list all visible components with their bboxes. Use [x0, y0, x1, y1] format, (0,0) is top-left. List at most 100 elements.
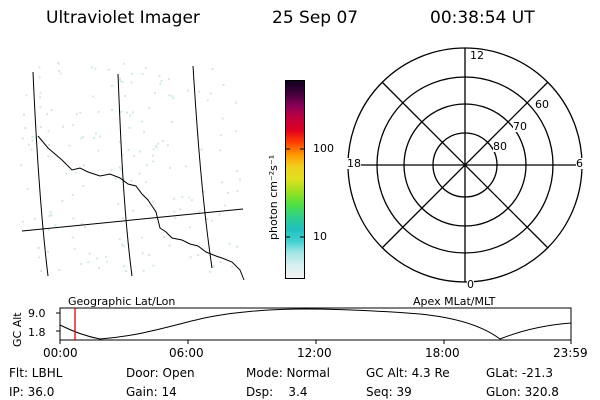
- speckle-dot: [121, 217, 124, 220]
- speckle-dot: [34, 136, 37, 139]
- speckle-dot: [23, 113, 25, 116]
- speckle-dot: [222, 84, 225, 86]
- speckle-dot: [122, 245, 125, 248]
- speckle-dot: [152, 148, 155, 151]
- speckle-dot: [145, 181, 148, 184]
- speckle-dot: [119, 77, 122, 80]
- meridian-line: [192, 65, 213, 269]
- speckle-dot: [172, 97, 175, 100]
- speckle-dot: [27, 143, 30, 146]
- speckle-dot: [157, 142, 160, 145]
- mlat-label-70: 70: [513, 120, 527, 133]
- speckle-dot: [227, 192, 230, 194]
- colorbar-tick-10: 10: [313, 230, 327, 243]
- speckle-dot: [118, 238, 121, 241]
- time-tick: 18:00: [425, 346, 460, 360]
- speckle-dot: [140, 120, 143, 123]
- auroral-speckle: [20, 62, 241, 273]
- speckle-dot: [73, 247, 76, 250]
- colorbar-tick-100: 100: [313, 142, 334, 155]
- speckle-dot: [200, 148, 203, 151]
- speckle-dot: [129, 114, 132, 117]
- altitude-curve: [59, 308, 572, 340]
- speckle-dot: [125, 111, 128, 114]
- color-scale-bar: [285, 80, 305, 279]
- speckle-dot: [110, 84, 113, 87]
- speckle-dot: [39, 106, 42, 109]
- speckle-dot: [125, 270, 128, 272]
- speckle-dot: [197, 90, 200, 93]
- speckle-dot: [37, 256, 40, 259]
- speckle-dot: [209, 270, 212, 273]
- speckle-dot: [219, 261, 222, 264]
- speckle-dot: [168, 244, 171, 247]
- status-glon: GLon: 320.8: [486, 385, 559, 399]
- speckle-dot: [97, 149, 100, 152]
- speckle-dot: [97, 110, 100, 113]
- speckle-dot: [72, 217, 75, 220]
- mlt-label-18: 18: [347, 157, 361, 170]
- speckle-dot: [80, 137, 83, 140]
- speckle-dot: [160, 80, 163, 83]
- speckle-dot: [20, 164, 22, 167]
- speckle-dot: [205, 218, 208, 221]
- speckle-dot: [154, 145, 157, 147]
- speckle-dot: [61, 125, 64, 128]
- speckle-dot: [187, 89, 190, 92]
- speckle-dot: [221, 117, 224, 120]
- speckle-dot: [181, 196, 184, 199]
- speckle-dot: [211, 68, 214, 71]
- speckle-dot: [82, 136, 85, 139]
- speckle-dot: [82, 164, 85, 167]
- speckle-dot: [54, 224, 57, 227]
- speckle-dot: [94, 67, 97, 70]
- speckle-dot: [123, 62, 126, 65]
- speckle-dot: [120, 110, 123, 113]
- speckle-dot: [30, 148, 33, 151]
- speckle-dot: [49, 210, 52, 213]
- app-title: Ultraviolet Imager: [46, 8, 200, 28]
- mlt-label-6: 6: [576, 157, 583, 170]
- speckle-dot: [38, 76, 41, 79]
- speckle-dot: [132, 111, 135, 114]
- time-tick: 23:59: [553, 346, 588, 360]
- speckle-dot: [130, 179, 133, 182]
- speckle-dot: [169, 166, 171, 169]
- speckle-dot: [162, 236, 165, 239]
- speckle-dot: [111, 108, 114, 111]
- speckle-dot: [71, 193, 74, 196]
- speckle-dot: [71, 236, 74, 239]
- time-tick: 12:00: [297, 346, 332, 360]
- speckle-dot: [143, 131, 146, 134]
- speckle-dot: [231, 265, 234, 268]
- status-gc-alt: GC Alt: 4.3 Re: [366, 366, 450, 380]
- speckle-dot: [95, 132, 98, 135]
- speckle-dot: [236, 189, 239, 192]
- speckle-dot: [223, 204, 226, 207]
- speckle-dot: [219, 149, 222, 152]
- speckle-dot: [50, 109, 53, 111]
- time-tick: 00:00: [43, 346, 78, 360]
- speckle-dot: [33, 217, 36, 220]
- speckle-dot: [40, 270, 43, 272]
- status-ip: IP: 36.0: [9, 385, 55, 399]
- speckle-dot: [133, 155, 135, 158]
- speckle-dot: [74, 171, 77, 174]
- date-label: 25 Sep 07: [272, 8, 359, 28]
- speckle-dot: [48, 228, 51, 231]
- speckle-dot: [161, 139, 164, 142]
- speckle-dot: [148, 253, 151, 256]
- speckle-dot: [184, 165, 187, 168]
- speckle-dot: [221, 181, 224, 184]
- meridian-line: [32, 71, 49, 277]
- speckle-dot: [130, 81, 133, 84]
- speckle-dot: [155, 146, 158, 149]
- speckle-dot: [132, 209, 134, 212]
- status-filter: Flt: LBHL: [9, 366, 63, 380]
- speckle-dot: [166, 144, 169, 147]
- speckle-dot: [65, 172, 67, 175]
- speckle-dot: [235, 170, 238, 172]
- speckle-dot: [47, 155, 50, 158]
- speckle-dot: [24, 127, 27, 130]
